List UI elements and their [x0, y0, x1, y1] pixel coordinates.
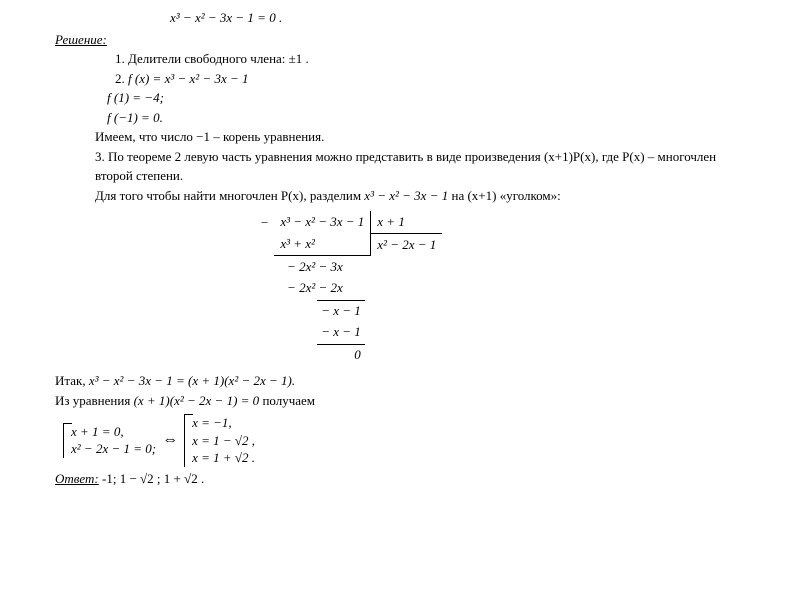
rem-2b: − x − 1: [317, 322, 365, 342]
remainder-zero: 0: [317, 344, 365, 365]
divide-line: Для того чтобы найти многочлен P(x), раз…: [95, 186, 755, 206]
rem-2a: − x − 1: [317, 300, 365, 321]
f-of-minus-1: f (−1) = 0.: [107, 108, 755, 128]
sysL-b: x² − 2x − 1 = 0;: [71, 440, 156, 458]
quotient: x² − 2x − 1: [371, 233, 442, 255]
sysL-a: x + 1 = 0,: [71, 423, 156, 441]
solution-heading: Решение:: [55, 30, 755, 50]
root-line: Имеем, что число −1 – корень уравнения.: [95, 127, 755, 147]
step-2: 2. f (x) = x³ − x² − 3x − 1: [115, 69, 755, 89]
long-division: − x³ − x² − 3x − 1 x + 1 x³ + x² x² − 2x…: [255, 211, 755, 365]
left-brace-1: [63, 423, 72, 458]
from-eq-post: получаем: [259, 393, 315, 408]
divide-pre: Для того чтобы найти многочлен P(x), раз…: [95, 188, 364, 203]
system-left: x + 1 = 0, x² − 2x − 1 = 0;: [63, 423, 156, 458]
step-2-prefix: 2.: [115, 71, 128, 86]
step-3: 3. По теореме 2 левую часть уравнения мо…: [95, 147, 755, 186]
itak-prefix: Итак,: [55, 373, 89, 388]
step-2-func: f (x) = x³ − x² − 3x − 1: [128, 71, 249, 86]
left-brace-2: [184, 414, 193, 467]
rem-1b: − 2x² − 2x: [274, 277, 370, 299]
sub-row-1: x³ + x²: [274, 233, 370, 255]
dividend: x³ − x² − 3x − 1: [274, 211, 370, 233]
itak-eq: x³ − x² − 3x − 1 = (x + 1)(x² − 2x − 1).: [89, 373, 295, 388]
from-eq-line: Из уравнения (x + 1)(x² − 2x − 1) = 0 по…: [55, 391, 755, 411]
divide-post: на (x+1) «уголком»:: [448, 188, 561, 203]
itak-line: Итак, x³ − x² − 3x − 1 = (x + 1)(x² − 2x…: [55, 371, 755, 391]
iff-arrow: ⇔: [162, 428, 178, 452]
step-1: 1. Делители свободного члена: ±1 .: [115, 49, 755, 69]
minus-sign-1: −: [255, 211, 274, 233]
answer-values: -1; 1 − √2 ; 1 + √2 .: [99, 471, 205, 486]
from-eq-eq: (x + 1)(x² − 2x − 1) = 0: [134, 393, 260, 408]
answer-label: Ответ:: [55, 471, 99, 486]
sysR-b: x = 1 − √2 ,: [192, 432, 255, 450]
f-of-1: f (1) = −4;: [107, 88, 755, 108]
answer-line: Ответ: -1; 1 − √2 ; 1 + √2 .: [55, 469, 755, 489]
equation-main: x³ − x² − 3x − 1 = 0 .: [170, 8, 755, 28]
system-right: x = −1, x = 1 − √2 , x = 1 + √2 .: [184, 414, 255, 467]
divisor: x + 1: [371, 211, 442, 233]
system-row: x + 1 = 0, x² − 2x − 1 = 0; ⇔ x = −1, x …: [63, 414, 755, 467]
divide-poly: x³ − x² − 3x − 1: [364, 188, 448, 203]
sysR-a: x = −1,: [192, 414, 255, 432]
rem-1a: − 2x² − 3x: [274, 255, 370, 277]
sysR-c: x = 1 + √2 .: [192, 449, 255, 467]
from-eq-pre: Из уравнения: [55, 393, 134, 408]
